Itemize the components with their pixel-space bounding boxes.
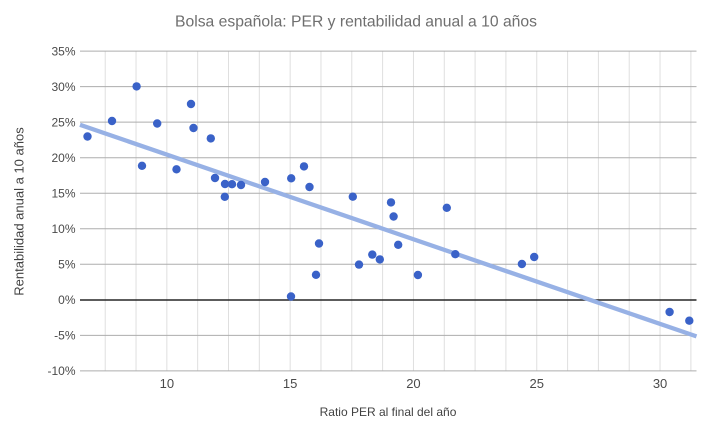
svg-text:25: 25 [530,376,544,391]
svg-text:20: 20 [406,376,420,391]
svg-text:10%: 10% [51,222,75,236]
svg-text:10: 10 [160,376,174,391]
svg-text:Bolsa española: PER y rentabil: Bolsa española: PER y rentabilidad anual… [175,14,537,31]
svg-text:-10%: -10% [47,364,75,378]
svg-text:30%: 30% [51,80,75,94]
svg-text:Ratio PER al final del año: Ratio PER al final del año [320,405,457,419]
svg-text:Rentabilidad anual a 10 años: Rentabilidad anual a 10 años [12,127,27,296]
svg-text:20%: 20% [51,151,75,165]
svg-text:25%: 25% [51,115,75,129]
svg-text:-5%: -5% [54,329,76,343]
svg-text:5%: 5% [58,257,76,271]
svg-text:0%: 0% [58,293,76,307]
svg-text:30: 30 [653,376,667,391]
svg-text:15: 15 [283,376,297,391]
svg-text:35%: 35% [51,44,75,58]
svg-text:15%: 15% [51,186,75,200]
